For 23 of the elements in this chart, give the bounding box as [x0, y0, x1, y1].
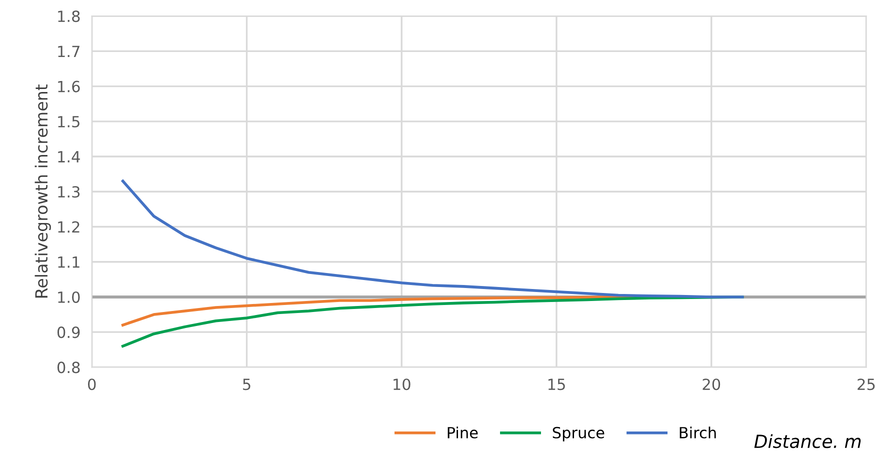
x-tick-label: 20	[702, 378, 720, 390]
x-tick-label: 25	[858, 378, 875, 390]
x-axis-title: Distance. m	[754, 434, 861, 448]
y-tick-label: 1.1	[58, 256, 80, 268]
legend-label: Pine	[448, 426, 478, 438]
y-tick-label: 1.5	[58, 116, 80, 128]
x-tick-label: 0	[88, 378, 96, 390]
y-tick-label: 0.8	[57, 362, 80, 374]
y-axis-title: Relativegrowth increment	[34, 84, 51, 298]
y-tick-label: 1.6	[58, 80, 80, 92]
line-series	[121, 180, 744, 298]
y-tick-label: 1.7	[58, 46, 80, 57]
x-tick-label: 10	[394, 378, 410, 390]
y-tick-label: 0.9	[57, 326, 80, 338]
y-tick-label: 1.2	[58, 221, 80, 233]
y-tick-label: 1.8	[58, 10, 80, 22]
y-tick-label: 1.4	[58, 151, 80, 162]
y-tick-label: 1.0	[58, 291, 80, 303]
legend-label: Birch	[680, 426, 716, 438]
legend-label: Spruce	[552, 426, 604, 442]
y-tick-label: 1.3	[58, 186, 80, 198]
x-tick-label: 5	[243, 378, 250, 390]
x-tick-label: 15	[548, 378, 565, 390]
